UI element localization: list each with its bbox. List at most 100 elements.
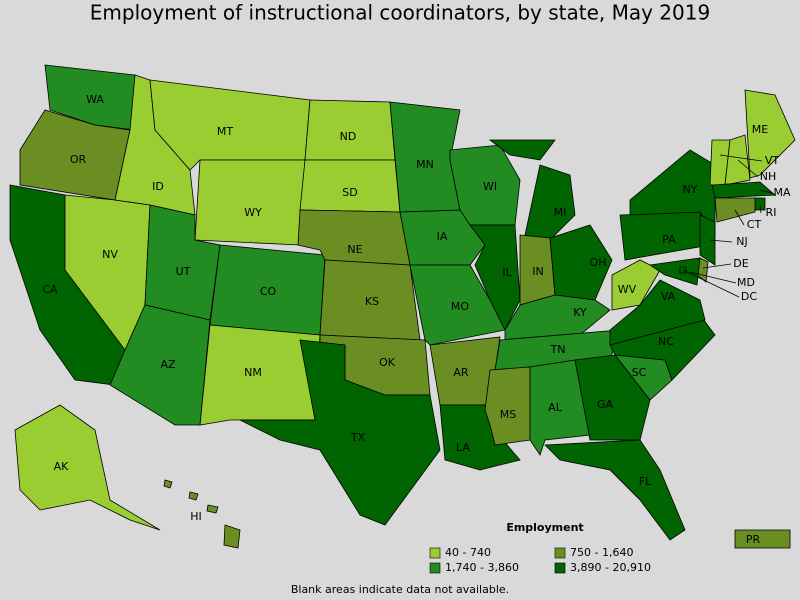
state-label: SD: [342, 186, 357, 199]
state-label: IL: [502, 266, 512, 279]
state-label: CT: [747, 218, 762, 231]
leader-line: [689, 271, 737, 284]
state-label: PR: [746, 533, 761, 546]
state-labels: WA OR CA NV ID MT WY UT CO AZ NM ND SD NE KS OK TX MN IA MO…: [42, 93, 791, 546]
state-label: NV: [102, 248, 118, 261]
legend: 40 - 740 750 - 1,640 1,740 - 3,860 3,890 - …: [429, 546, 651, 574]
state-shape: [711, 181, 777, 199]
state-shape: [14, 404, 161, 531]
state-label: KY: [573, 306, 587, 319]
state-label: ME: [752, 123, 768, 136]
state-label: UT: [176, 265, 191, 278]
leader-line: [737, 159, 759, 178]
states: [9, 64, 796, 549]
state-label: MO: [451, 300, 469, 313]
legend-swatch: [429, 547, 441, 559]
state-shape: [488, 139, 556, 161]
state-label: WI: [483, 180, 497, 193]
legend-title: Employment: [506, 521, 583, 534]
state-label: DE: [733, 257, 748, 270]
leader-line: [682, 269, 740, 298]
state-shape: [389, 101, 461, 213]
state-shape: [524, 164, 576, 241]
state-label: IA: [437, 230, 448, 243]
state-label: KS: [365, 295, 379, 308]
state-label: AK: [54, 460, 70, 473]
state-shape: [399, 209, 486, 266]
state-label: MD: [737, 276, 755, 289]
state-shape: [549, 224, 613, 301]
state-label: DC: [741, 290, 757, 303]
state-label: SC: [632, 366, 647, 379]
state-label: IN: [532, 265, 543, 278]
state-label: LA: [456, 441, 470, 454]
footnote: Blank areas indicate data not available.: [291, 583, 509, 596]
state-shape: [724, 134, 751, 186]
legend-swatch: [554, 547, 566, 559]
leader-line: [709, 239, 733, 243]
legend-label: 1,740 - 3,860: [445, 561, 519, 574]
state-shape: [109, 304, 211, 426]
state-label: NC: [658, 335, 674, 348]
state-label: ID: [152, 180, 164, 193]
state-label: NM: [244, 366, 262, 379]
state-label: VA: [661, 290, 676, 303]
leader-line: [719, 154, 763, 162]
state-label: WY: [244, 206, 262, 219]
state-label: CA: [42, 283, 58, 296]
leader-line: [759, 189, 773, 194]
state-label: OK: [379, 356, 396, 369]
state-label: ND: [340, 130, 357, 143]
state-label: AR: [453, 366, 469, 379]
state-label: AL: [548, 401, 563, 414]
state-shape: [648, 257, 701, 286]
leader-line: [759, 203, 762, 214]
state-label: TN: [550, 343, 566, 356]
leader-line: [702, 263, 732, 269]
state-label: FL: [639, 475, 652, 488]
state-label: MI: [554, 206, 567, 219]
state-label: HI: [190, 510, 202, 523]
state-label: OH: [590, 256, 607, 269]
map-title: Employment of instructional coordinators…: [90, 1, 710, 25]
state-label: NY: [683, 183, 698, 196]
state-label: TX: [350, 431, 366, 444]
state-label: PA: [662, 233, 676, 246]
state-label: GA: [597, 398, 614, 411]
state-label: NE: [347, 243, 362, 256]
state-shape: [188, 491, 199, 501]
leader-line: [734, 209, 745, 226]
state-label: MT: [217, 125, 233, 138]
state-shape: [699, 214, 716, 266]
state-label: MA: [773, 186, 790, 199]
state-shape: [544, 439, 686, 541]
legend-label: 3,890 - 20,910: [570, 561, 651, 574]
state-label: RI: [766, 206, 777, 219]
legend-swatch: [429, 562, 441, 574]
state-shape: [163, 479, 173, 489]
state-label: AZ: [160, 358, 176, 371]
state-label: MN: [416, 158, 434, 171]
legend-swatch: [554, 562, 566, 574]
state-shape: [469, 224, 521, 331]
state-shape: [744, 89, 796, 179]
legend-label: 750 - 1,640: [570, 546, 633, 559]
state-label: WA: [86, 93, 104, 106]
state-label: NJ: [736, 235, 747, 248]
state-label: OR: [70, 153, 87, 166]
state-shape: [223, 524, 241, 549]
state-label: WV: [618, 283, 637, 296]
legend-label: 40 - 740: [445, 546, 491, 559]
state-shape: [734, 529, 791, 549]
state-shape: [194, 159, 306, 246]
state-label: CO: [260, 285, 277, 298]
state-label: NH: [760, 170, 777, 183]
state-shape: [484, 366, 531, 446]
state-shape: [239, 339, 441, 526]
state-label: MS: [500, 408, 516, 421]
state-shape: [611, 259, 661, 311]
state-label: VT: [765, 154, 780, 167]
state-shape: [206, 504, 219, 514]
